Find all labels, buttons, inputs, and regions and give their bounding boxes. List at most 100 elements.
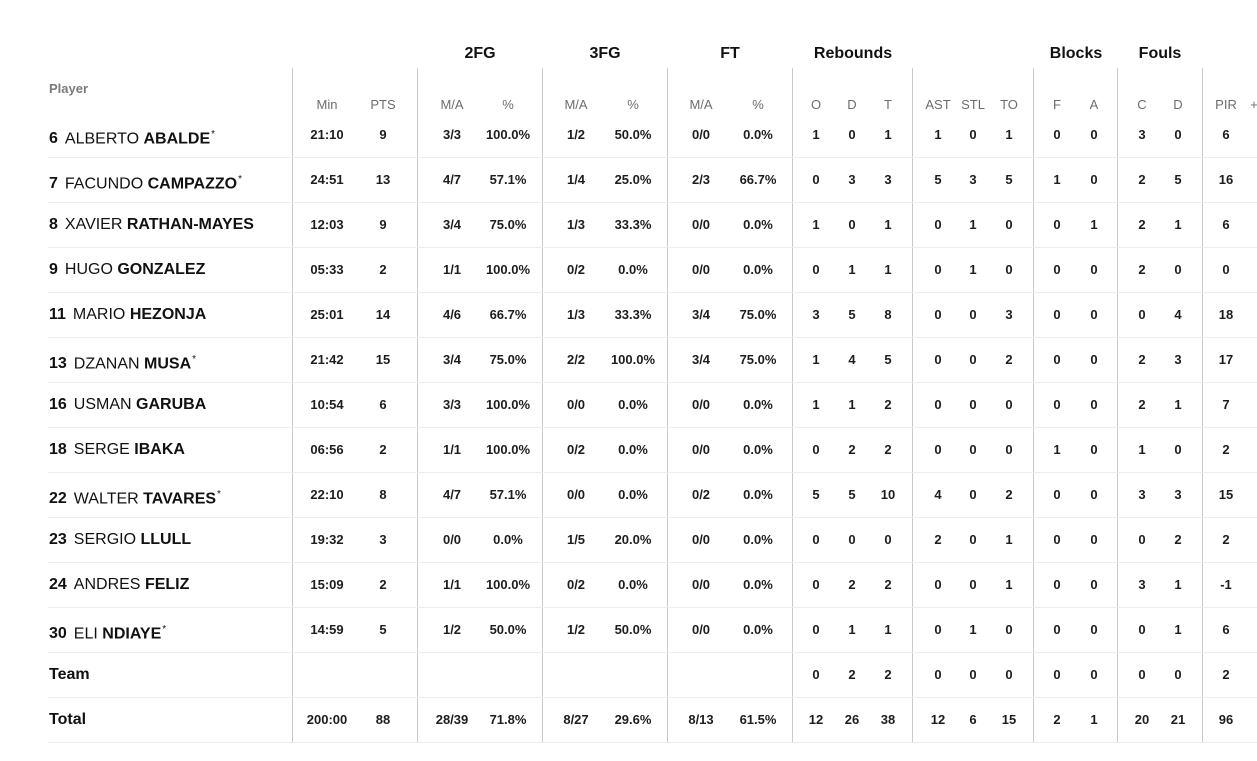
stat-cell: 1: [1005, 532, 1013, 547]
stat-cell: 2: [1222, 532, 1230, 547]
column-header: PIR: [1215, 97, 1237, 112]
stat-cell: 0/0: [691, 442, 711, 457]
stat-cell: 8: [884, 307, 892, 322]
stat-cell: 66.7%: [489, 307, 527, 322]
stat-cell: 3: [1138, 487, 1146, 502]
column-separator: [667, 68, 668, 743]
player-first-name: XAVIER: [64, 216, 123, 233]
stat-cell: 2: [848, 442, 856, 457]
stat-cell: 0: [1090, 442, 1098, 457]
player-number: 11: [49, 306, 66, 323]
stat-cell: 14: [375, 307, 391, 322]
stat-cell: 2: [379, 577, 387, 592]
stat-cell: 0: [969, 487, 977, 502]
stat-cell: 1: [812, 217, 820, 232]
stat-cell: 7: [1222, 397, 1230, 412]
stat-cell: 2/3: [691, 172, 711, 187]
column-separator: [292, 68, 293, 743]
stat-cell: 2: [1053, 712, 1061, 727]
stat-cell: 2: [379, 262, 387, 277]
team-label: Team: [49, 666, 90, 683]
stat-cell: 2: [884, 667, 892, 682]
stat-cell: 0: [969, 577, 977, 592]
stat-cell: 0/0: [691, 397, 711, 412]
stat-cell: 57.1%: [489, 172, 527, 187]
player-name[interactable]: 6 ALBERTO ABALDE*: [49, 112, 215, 157]
player-row: 18 SERGE IBAKA 06:56 2 1/1 100.0% 0/2 0.0% 0/0 0.…: [0, 427, 1257, 472]
player-name[interactable]: 30 ELI NDIAYE*: [49, 607, 166, 652]
stat-cell: 1: [848, 262, 856, 277]
stat-cell: 100.0%: [485, 397, 531, 412]
player-number: 8: [49, 216, 58, 233]
group-header-3fg: 3FG: [589, 45, 621, 62]
player-name[interactable]: 23 SERGIO LLULL: [49, 517, 191, 562]
stat-cell: 1: [1053, 442, 1061, 457]
stat-cell: 0: [1222, 262, 1230, 277]
player-name[interactable]: 11 MARIO HEZONJA: [49, 292, 206, 337]
stat-cell: -1: [1220, 577, 1232, 592]
stat-cell: 1: [884, 622, 892, 637]
stat-cell: 1: [848, 397, 856, 412]
player-number: 16: [49, 396, 67, 413]
stat-cell: 15: [1001, 712, 1017, 727]
total-label: Total: [49, 711, 87, 728]
stat-cell: 88: [375, 712, 391, 727]
stat-cell: 0: [1174, 262, 1182, 277]
stat-cell: 2: [1138, 262, 1146, 277]
stat-cell: 1/5: [566, 532, 586, 547]
row-divider: [48, 652, 1257, 653]
player-last-name: ABALDE: [143, 130, 211, 148]
stat-cell: 0.0%: [493, 532, 523, 547]
stat-cell: 2: [1138, 397, 1146, 412]
stat-cell: 0.0%: [618, 442, 648, 457]
player-name[interactable]: 24 ANDRES FELIZ: [49, 562, 189, 607]
stat-cell: 2: [1138, 172, 1146, 187]
stat-cell: 1: [812, 127, 820, 142]
stat-cell: 5: [934, 172, 942, 187]
stat-cell: 1/2: [566, 622, 586, 637]
stat-cell: 6: [1222, 217, 1230, 232]
stat-cell: 4/7: [442, 487, 462, 502]
player-last-name: GONZALEZ: [117, 261, 206, 278]
stat-cell: 0: [934, 622, 942, 637]
column-header: PTS: [370, 97, 396, 112]
stat-cell: 0: [884, 532, 892, 547]
player-last-name: HEZONJA: [129, 306, 207, 323]
column-header: F: [1053, 97, 1061, 112]
stat-cell: 0: [1090, 622, 1098, 637]
stat-cell: 1: [1174, 397, 1182, 412]
stat-cell: 5: [812, 487, 820, 502]
player-name[interactable]: 7 FACUNDO CAMPAZZO*: [49, 157, 242, 202]
stat-cell: 0.0%: [743, 532, 773, 547]
stat-cell: 1: [969, 262, 977, 277]
player-number: 18: [49, 441, 67, 458]
stat-cell: 0: [1138, 622, 1146, 637]
row-divider: [48, 607, 1257, 608]
player-name[interactable]: 8 XAVIER RATHAN-MAYES: [49, 202, 254, 247]
stat-cell: 0.0%: [743, 622, 773, 637]
player-name[interactable]: 18 SERGE IBAKA: [49, 427, 185, 472]
stat-cell: 0: [1005, 622, 1013, 637]
stat-cell: 3: [1138, 127, 1146, 142]
player-name[interactable]: 9 HUGO GONZALEZ: [49, 247, 205, 292]
player-name[interactable]: 16 USMAN GARUBA: [49, 382, 206, 427]
column-separator: [417, 68, 418, 743]
stat-cell: 200:00: [306, 712, 348, 727]
stat-cell: 75.0%: [489, 217, 527, 232]
stat-cell: 66.7%: [739, 172, 777, 187]
stat-cell: 0/0: [566, 397, 586, 412]
player-name[interactable]: 13 DZANAN MUSA*: [49, 337, 196, 382]
stat-cell: 0: [1090, 667, 1098, 682]
stat-cell: 3: [812, 307, 820, 322]
player-number: 22: [49, 490, 67, 508]
stat-cell: 75.0%: [739, 307, 777, 322]
stat-cell: 0: [1053, 262, 1061, 277]
player-name[interactable]: 22 WALTER TAVARES*: [49, 472, 221, 517]
stat-cell: 1: [812, 397, 820, 412]
stat-cell: 100.0%: [485, 577, 531, 592]
stat-cell: 21: [1170, 712, 1186, 727]
stat-cell: 3/3: [442, 127, 462, 142]
stat-cell: 0: [812, 622, 820, 637]
row-divider: [48, 517, 1257, 518]
stat-cell: 0: [1174, 442, 1182, 457]
